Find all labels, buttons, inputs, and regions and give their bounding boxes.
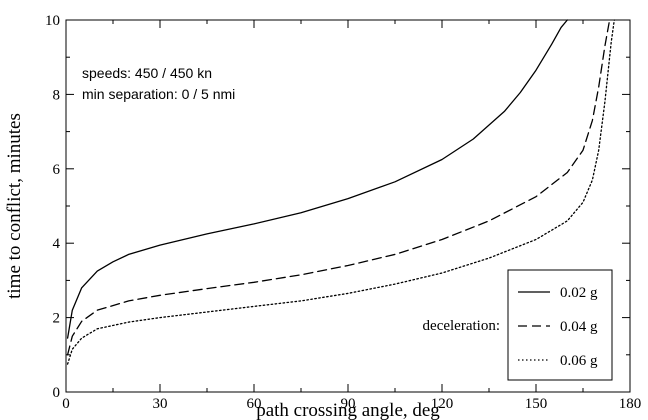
- y-tick-label: 2: [53, 311, 61, 327]
- plot-frame: [65, 19, 631, 393]
- y-tick-label: 4: [53, 236, 61, 252]
- annotation-min-separation: min separation: 0 / 5 nmi: [82, 86, 235, 102]
- x-tick-label: 180: [619, 396, 642, 412]
- x-tick-label: 150: [525, 396, 548, 412]
- x-tick-label: 60: [247, 396, 262, 412]
- series-line-dashed: [66, 19, 611, 356]
- legend: 0.02 g 0.04 g 0.06 g: [507, 269, 613, 381]
- x-tick-label: 90: [341, 396, 356, 412]
- y-axis-title: time to conflict, minutes: [4, 113, 25, 299]
- legend-title: deceleration:: [423, 318, 500, 334]
- y-tick-label: 0: [53, 385, 61, 401]
- x-tick-label: 0: [62, 396, 70, 412]
- y-tick-label: 10: [45, 13, 60, 29]
- legend-label: 0.04 g: [560, 319, 598, 335]
- x-tick-label: 30: [153, 396, 168, 412]
- legend-box: [507, 269, 613, 381]
- annotation-speeds: speeds: 450 / 450 kn: [82, 65, 212, 81]
- series-layer: [66, 19, 615, 365]
- x-tick-label: 120: [431, 396, 454, 412]
- series-line-solid: [66, 19, 568, 339]
- y-tick-label: 8: [53, 87, 61, 103]
- legend-label: 0.06 g: [560, 353, 598, 369]
- ticks: 0 30 60 90 120 150 180 0 2 4 6 8 10: [45, 13, 641, 412]
- y-tick-label: 6: [53, 162, 61, 178]
- series-line-dotted: [66, 19, 615, 365]
- legend-label: 0.02 g: [560, 285, 598, 301]
- x-axis-title: path crossing angle, deg: [256, 400, 440, 420]
